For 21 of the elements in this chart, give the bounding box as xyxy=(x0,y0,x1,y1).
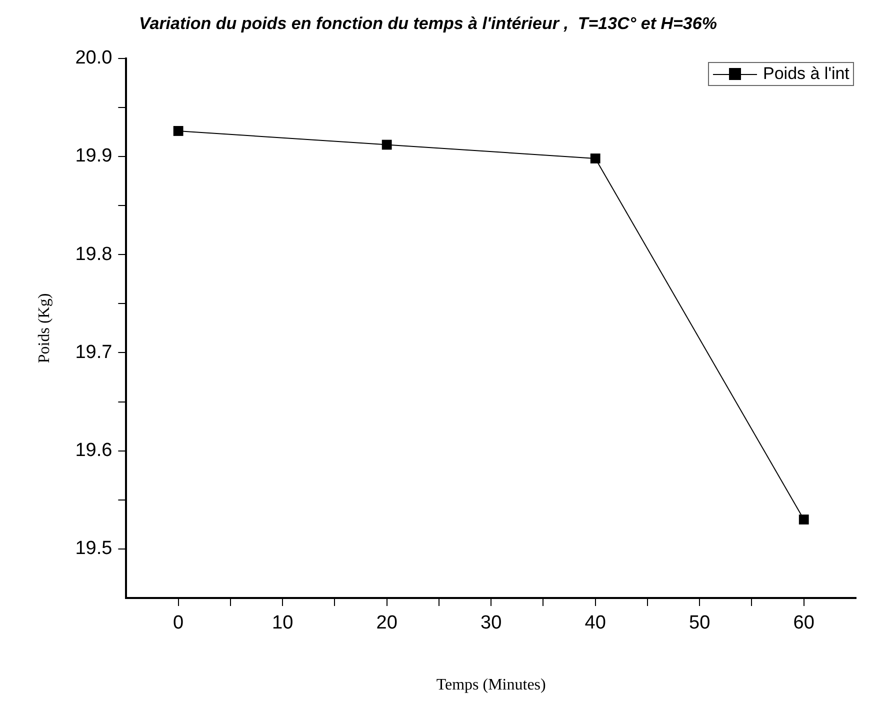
y-axis-title: Poids (Kg) xyxy=(36,293,53,364)
chart-title: Variation du poids en fonction du temps à l'intérieur , T=13C° et H=36% xyxy=(139,14,717,33)
y-tick-label: 19.6 xyxy=(75,440,112,462)
y-tick-label: 19.9 xyxy=(75,146,112,167)
x-tick-label: 20 xyxy=(376,612,398,634)
point xyxy=(173,126,184,136)
y-tick-label: 19.8 xyxy=(75,244,112,265)
point xyxy=(382,140,392,150)
legend-label: Poids à l'int xyxy=(763,64,850,84)
x-axis-title: Temps (Minutes) xyxy=(436,676,546,694)
y-tick-label: 19.5 xyxy=(75,538,112,560)
x-tick-label: 0 xyxy=(173,612,184,634)
point xyxy=(590,154,600,164)
x-tick-label: 30 xyxy=(480,612,502,634)
y-tick-label: 20.0 xyxy=(75,48,112,69)
x-tick-label: 50 xyxy=(689,612,710,634)
y-tick-label: 19.7 xyxy=(75,342,112,363)
x-tick-label: 10 xyxy=(272,612,294,634)
x-tick-label: 40 xyxy=(584,612,606,634)
x-tick-label: 60 xyxy=(793,612,814,634)
point xyxy=(798,514,809,524)
